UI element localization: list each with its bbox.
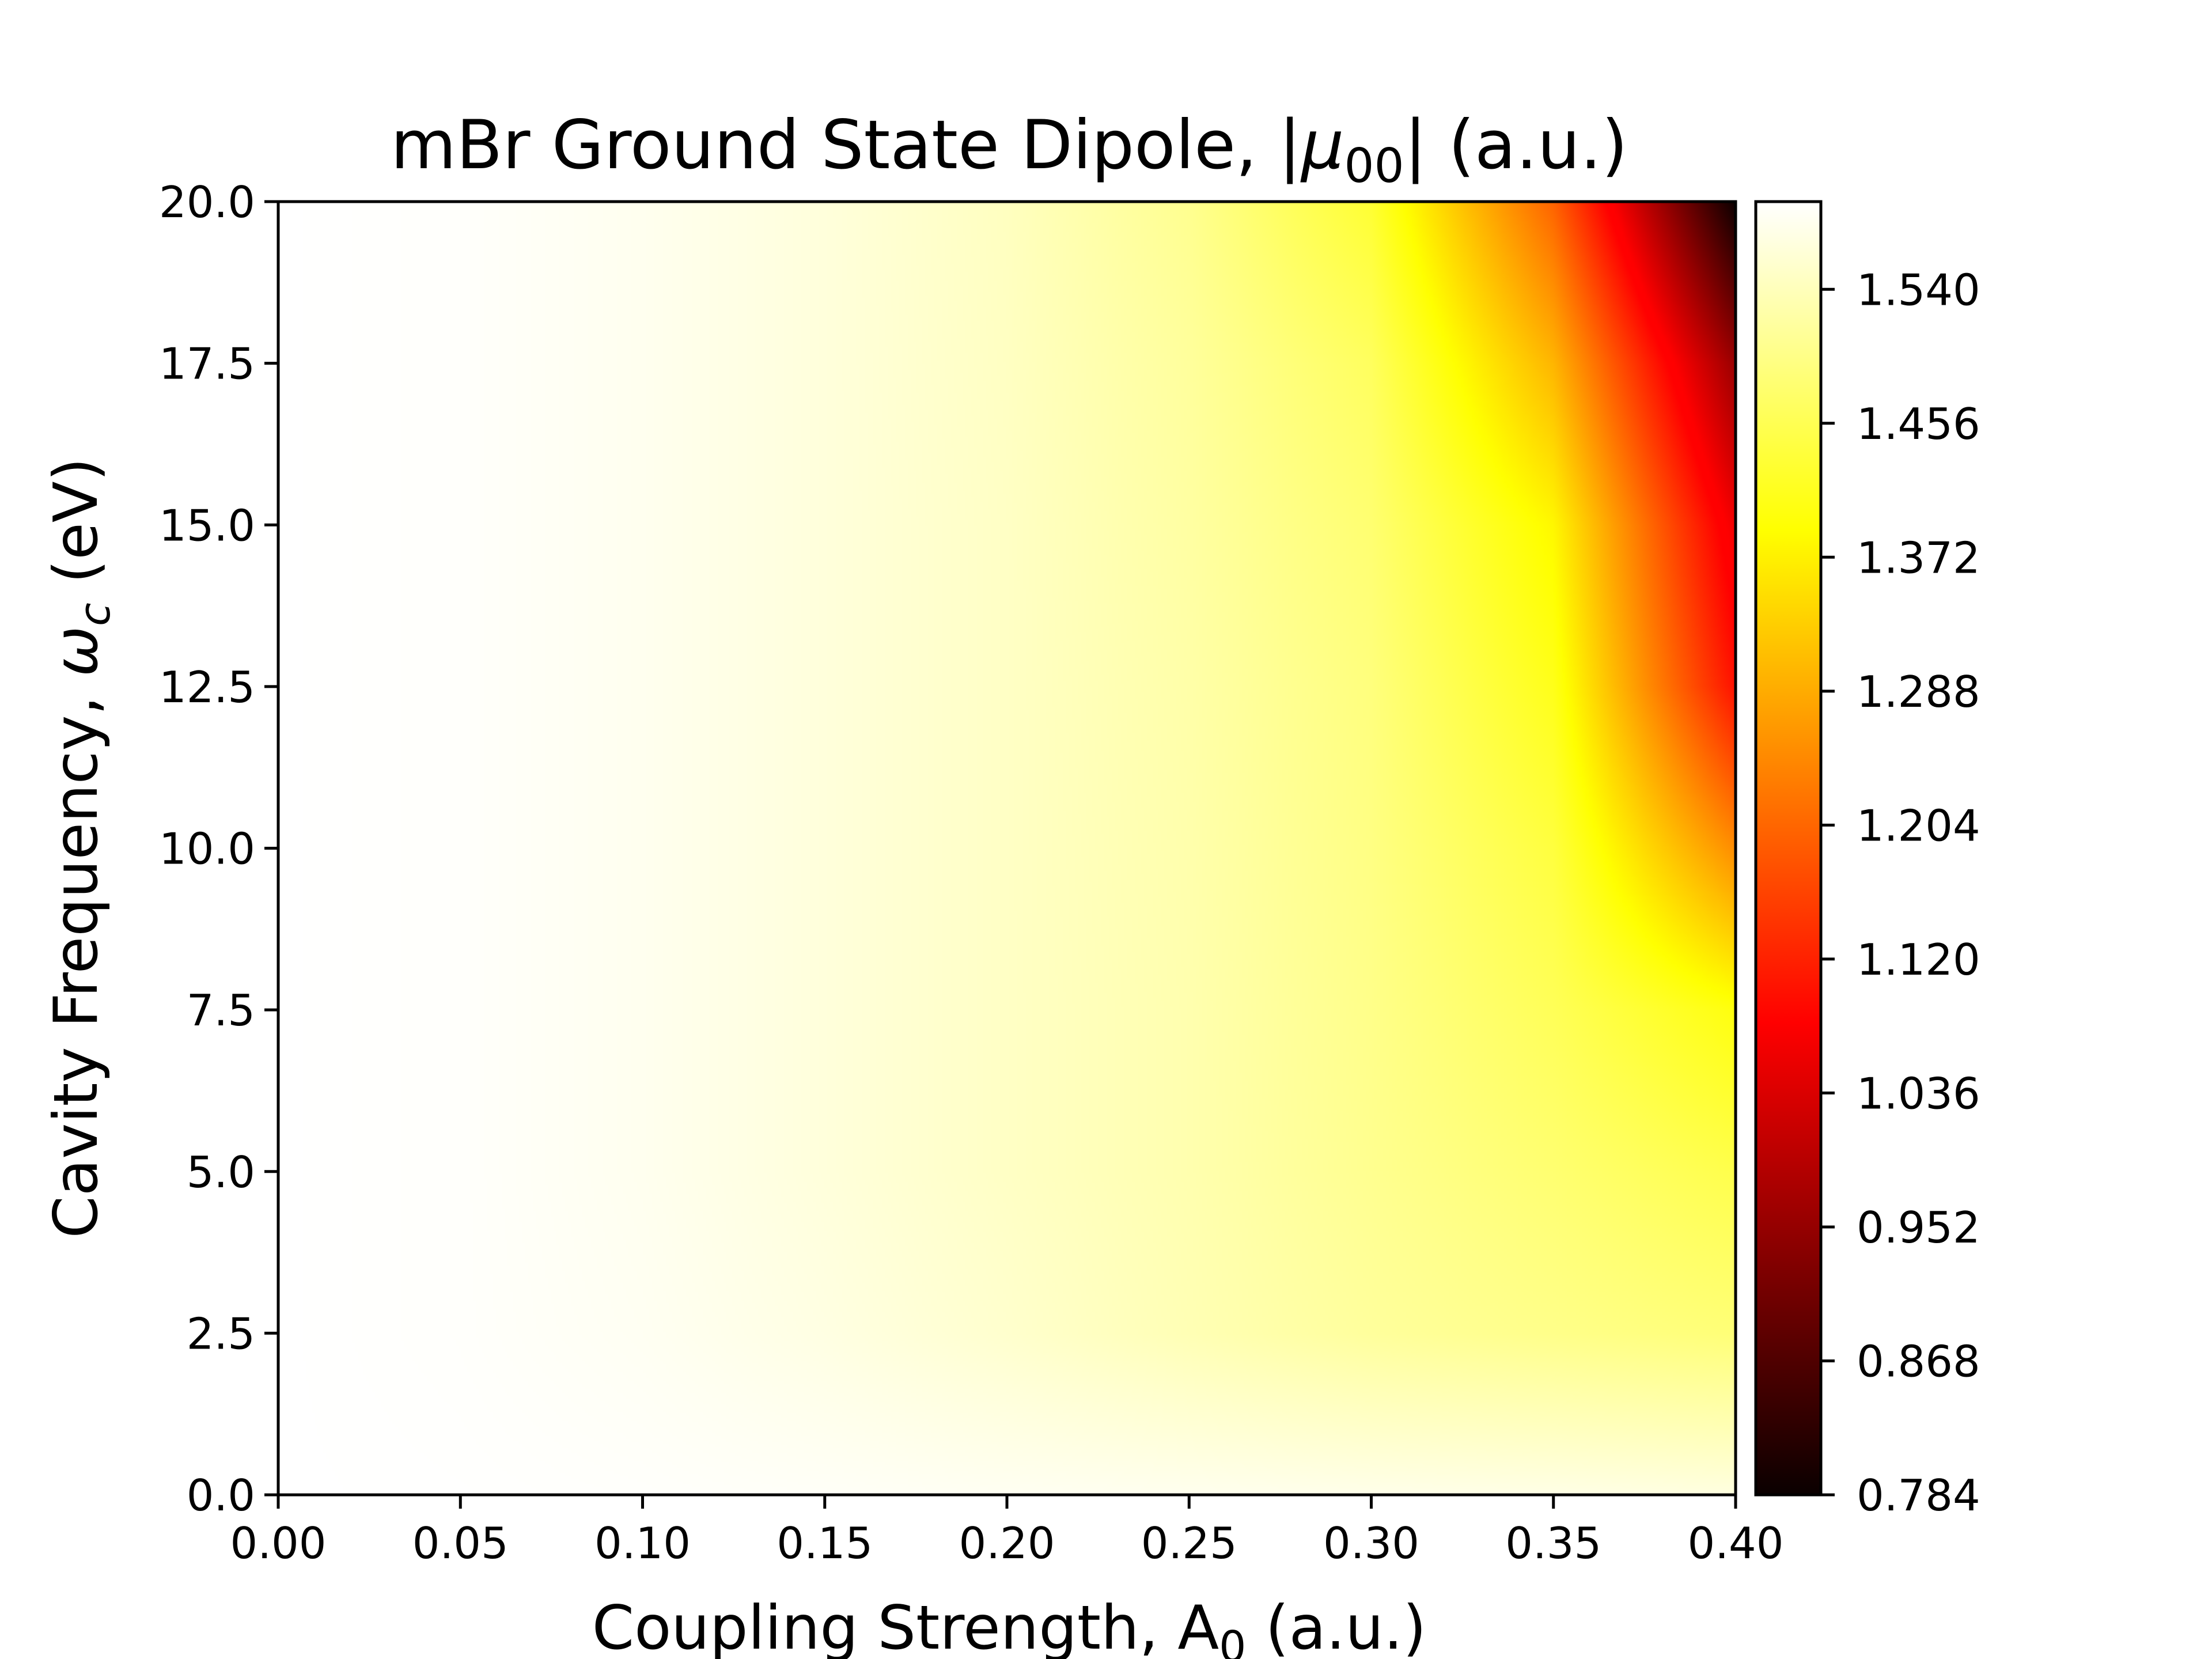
title-subscript: 00 xyxy=(1344,139,1404,194)
title-symbol: μ xyxy=(1300,105,1344,184)
y-tick-label: 20.0 xyxy=(159,177,255,228)
colorbar: 0.784 0.868 0.952 1.036 1.120 1.204 1.288 1.372… xyxy=(1754,200,1980,1521)
x-tick-label: 0.05 xyxy=(412,1518,509,1569)
y-tick-label: 15.0 xyxy=(159,500,255,551)
colorbar-tick-label: 1.372 xyxy=(1857,532,1980,583)
y-tick-label: 12.5 xyxy=(159,662,255,713)
ylabel-symbol: ω xyxy=(41,626,111,677)
x-tick-label: 0.35 xyxy=(1505,1518,1601,1569)
xlabel-suffix: (a.u.) xyxy=(1246,1593,1426,1659)
xlabel-prefix: Coupling Strength, A xyxy=(592,1593,1219,1659)
y-tick-label: 7.5 xyxy=(187,985,255,1036)
y-axis: 0.0 2.5 5.0 7.5 10.0 12.5 15.0 17.5 20.0 xyxy=(159,177,278,1521)
ylabel-prefix: Cavity Frequency, xyxy=(41,677,111,1238)
x-tick-label: 0.40 xyxy=(1688,1518,1784,1569)
title-prefix: mBr Ground State Dipole, | xyxy=(391,105,1301,184)
colorbar-tick-label: 1.288 xyxy=(1857,666,1980,717)
colorbar-tick-label: 1.540 xyxy=(1857,264,1980,315)
colorbar-tick-label: 0.952 xyxy=(1857,1202,1980,1253)
colorbar-tick-label: 1.456 xyxy=(1857,399,1980,449)
colorbar-tick-label: 1.036 xyxy=(1857,1068,1980,1119)
x-tick-label: 0.10 xyxy=(594,1518,691,1569)
ylabel-suffix: (eV) xyxy=(41,457,111,603)
colorbar-tick-label: 1.204 xyxy=(1857,800,1980,851)
x-tick-label: 0.15 xyxy=(777,1518,873,1569)
x-tick-label: 0.30 xyxy=(1323,1518,1419,1569)
y-tick-label: 17.5 xyxy=(159,339,255,389)
colorbar-tick-label: 0.868 xyxy=(1857,1336,1980,1387)
colorbar-tick-label: 0.784 xyxy=(1857,1470,1980,1521)
y-tick-label: 5.0 xyxy=(187,1147,255,1198)
colorbar-tick-label: 1.120 xyxy=(1857,934,1980,985)
x-tick-label: 0.25 xyxy=(1141,1518,1237,1569)
ylabel-subscript: c xyxy=(70,603,120,626)
y-tick-label: 2.5 xyxy=(187,1308,255,1359)
y-tick-label: 10.0 xyxy=(159,824,255,874)
colorbar-ticks: 0.784 0.868 0.952 1.036 1.120 1.204 1.288 1.372… xyxy=(1821,264,1980,1521)
title-suffix: | (a.u.) xyxy=(1404,105,1628,184)
x-tick-label: 0.00 xyxy=(230,1518,327,1569)
x-axis: 0.00 0.05 0.10 0.15 0.20 0.25 0.30 0.35 0.40 xyxy=(230,1495,1784,1569)
colorbar-gradient xyxy=(1754,200,1823,1497)
x-tick-label: 0.20 xyxy=(959,1518,1055,1569)
y-tick-label: 0.0 xyxy=(187,1470,255,1521)
xlabel-subscript: 0 xyxy=(1219,1622,1246,1659)
heatmap-image xyxy=(278,202,1736,1495)
y-axis-label: Cavity Frequency, ωc (eV) xyxy=(41,457,120,1238)
plot-area xyxy=(276,200,1737,1497)
x-axis-label: Coupling Strength, A0 (a.u.) xyxy=(592,1593,1427,1659)
chart-title: mBr Ground State Dipole, |μ00| (a.u.) xyxy=(391,105,1628,194)
